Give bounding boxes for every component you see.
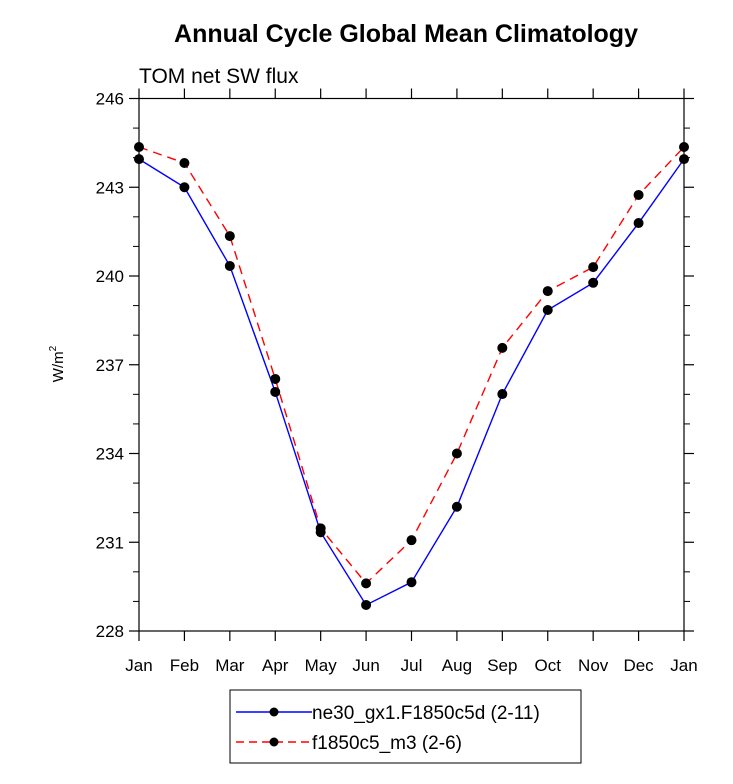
data-point-series-0 (633, 218, 644, 229)
legend-marker-series-0 (269, 707, 279, 717)
y-tick-label: 246 (96, 90, 124, 109)
y-tick-label: 228 (96, 622, 124, 641)
y-tick-label: 237 (96, 356, 124, 375)
data-point-series-0 (361, 599, 372, 610)
x-tick-label: Feb (170, 656, 199, 675)
data-point-series-1 (224, 231, 235, 242)
y-axis: 228 231 234 237 240 243 246 (96, 90, 694, 641)
data-point-series-1 (542, 286, 553, 297)
data-point-series-0 (451, 501, 462, 512)
data-point-series-1 (497, 342, 508, 353)
data-point-series-1 (134, 142, 144, 153)
data-point-series-0 (134, 154, 144, 165)
data-point-series-0 (588, 277, 599, 288)
data-point-series-0 (224, 260, 235, 271)
plot-frame (138, 97, 685, 632)
data-point-series-1 (588, 262, 599, 273)
x-tick-label: Apr (262, 656, 289, 675)
y-tick-label: 240 (96, 267, 124, 286)
data-point-series-0 (679, 154, 689, 165)
x-tick-label: Jan (670, 656, 697, 675)
x-tick-label: Sep (487, 656, 517, 675)
data-point-series-0 (497, 389, 508, 400)
y-tick-label: 243 (96, 178, 124, 197)
legend-label-series-0: ne30_gx1.F1850c5d (2-11) (312, 703, 540, 724)
y-axis-label-text: W/m (50, 351, 67, 382)
series-line-1 (138, 146, 685, 585)
chart-title: Annual Cycle Global Mean Climatology (174, 20, 638, 48)
x-tick-label: Mar (215, 656, 245, 675)
x-tick-label: Nov (578, 656, 609, 675)
x-tick-label: Dec (623, 656, 654, 675)
data-point-series-1 (406, 535, 417, 546)
data-point-series-0 (179, 182, 190, 193)
x-tick-label: Jan (125, 656, 152, 675)
data-point-series-1 (270, 373, 281, 384)
x-tick-label: Jun (352, 656, 379, 675)
x-tick-label: Jul (401, 656, 423, 675)
legend: ne30_gx1.F1850c5d (2-11) f1850c5_m3 (2-6… (229, 689, 582, 764)
x-tick-label: Oct (535, 656, 562, 675)
y-tick-label: 234 (96, 445, 124, 464)
data-point-series-1 (179, 157, 190, 168)
data-point-series-1 (315, 523, 326, 534)
y-axis-label: W/m2 (48, 345, 67, 382)
y-axis-label-superscript: 2 (48, 345, 59, 351)
data-point-series-1 (633, 189, 644, 200)
series-layer (134, 142, 689, 610)
data-point-series-0 (270, 386, 281, 397)
chart-subtitle: TOM net SW flux (139, 65, 299, 88)
x-axis: Jan Feb Mar Apr May Jun Jul Aug Sep Oct Nov Dec Jan (125, 88, 698, 675)
legend-label-series-1: f1850c5_m3 (2-6) (312, 733, 462, 754)
data-point-series-1 (451, 448, 462, 459)
data-point-series-0 (542, 305, 553, 316)
data-point-series-1 (361, 578, 372, 589)
legend-marker-series-1 (269, 737, 279, 747)
data-point-series-1 (679, 142, 689, 153)
data-point-series-0 (406, 577, 417, 588)
x-tick-label: Aug (442, 656, 472, 675)
x-tick-label: May (305, 656, 338, 675)
y-tick-label: 231 (96, 533, 124, 552)
legend-box (229, 689, 582, 764)
